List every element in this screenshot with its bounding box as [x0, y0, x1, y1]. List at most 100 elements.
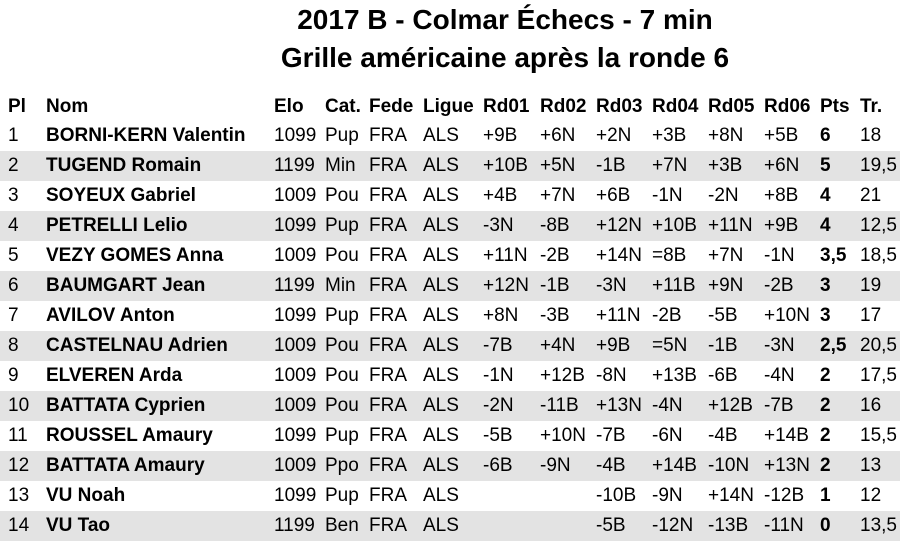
table-cell: ROUSSEL Amaury [46, 425, 213, 446]
table-cell: +6N [540, 125, 576, 146]
table-cell: -13B [708, 515, 749, 536]
table-cell: -1B [540, 275, 570, 296]
table-cell: +3B [652, 125, 687, 146]
table-cell: +9B [596, 335, 631, 356]
table-cell: 1 [820, 485, 831, 506]
table-cell: 0 [820, 515, 831, 536]
table-cell: 11 [8, 425, 28, 446]
table-cell: -8N [596, 365, 627, 386]
table-cell: ALS [423, 215, 459, 236]
table-cell: 1199 [274, 515, 315, 536]
table-cell: Pou [325, 245, 359, 266]
table-cell: -6B [708, 365, 738, 386]
table-cell: 7 [8, 305, 19, 326]
column-header: Rd01 [483, 96, 530, 117]
table-cell: +11B [652, 275, 696, 296]
table-cell: +9B [764, 215, 799, 236]
table-cell: ALS [423, 245, 459, 266]
table-cell: 2 [820, 395, 831, 416]
table-cell: FRA [369, 245, 407, 266]
table-cell: -3N [483, 215, 514, 236]
table-cell: 10 [8, 395, 30, 416]
table-cell: CASTELNAU Adrien [46, 335, 228, 356]
table-cell: -1B [596, 155, 626, 176]
table-cell: 6 [8, 275, 19, 296]
table-cell: +14B [764, 425, 809, 446]
table-cell: Pou [325, 395, 359, 416]
table-row: 11 ROUSSEL Amaury 1099 Pup FRA ALS -5B +10N -7B -… [0, 421, 900, 451]
table-cell: 20,5 [860, 335, 897, 356]
table-cell: 17 [860, 305, 882, 326]
table-cell: VEZY GOMES Anna [46, 245, 224, 266]
table-cell: -12N [652, 515, 694, 536]
table-cell: FRA [369, 305, 407, 326]
table-cell: ALS [423, 125, 459, 146]
table-cell: 1009 [274, 335, 317, 356]
table-cell: +14N [596, 245, 642, 266]
table-cell: 19 [860, 275, 882, 296]
table-cell: ALS [423, 485, 459, 506]
table-cell: PETRELLI Lelio [46, 215, 188, 236]
table-cell: 13 [8, 485, 30, 506]
table-cell: 21 [860, 185, 882, 206]
table-cell: 1199 [274, 275, 315, 296]
table-cell: +2N [596, 125, 632, 146]
header-row: Pl Nom Elo Cat. Fede Ligue Rd01 Rd02 Rd03 Rd04 Rd0… [0, 92, 900, 122]
table-cell: +12B [540, 365, 585, 386]
table-cell: -3B [540, 305, 570, 326]
table-cell: FRA [369, 155, 407, 176]
table-cell: 1009 [274, 365, 317, 386]
table-cell: ALS [423, 395, 459, 416]
table-cell: Pup [325, 425, 359, 446]
table-cell: ALS [423, 425, 459, 446]
title: 2017 B - Colmar Échecs - 7 min [297, 4, 713, 35]
table-cell: -6B [483, 455, 513, 476]
table-cell: Min [325, 275, 356, 296]
table-cell: 2 [820, 425, 831, 446]
table-cell: =8B [652, 245, 687, 266]
table-cell: +4B [483, 185, 518, 206]
column-header: Cat. [325, 96, 361, 117]
column-header: Pl [8, 96, 26, 117]
table-cell: +11N [483, 245, 528, 266]
table-cell: -7B [596, 425, 626, 446]
table-cell: FRA [369, 485, 407, 506]
table-row: 5 VEZY GOMES Anna 1009 Pou FRA ALS +11N -2B +14N… [0, 241, 900, 271]
table-cell: +7N [652, 155, 688, 176]
table-row: 2 TUGEND Romain 1199 Min FRA ALS +10B +5N -1B +7N… [0, 151, 900, 181]
table-cell: 1099 [274, 425, 317, 446]
table-cell: 14 [8, 515, 30, 536]
subtitle: Grille américaine après la ronde 6 [280, 42, 730, 73]
table-cell: 16 [860, 395, 882, 416]
table-cell: 17,5 [860, 365, 897, 386]
table-cell: Pou [325, 185, 359, 206]
table-cell: FRA [369, 275, 407, 296]
table-cell: 12 [860, 485, 882, 506]
table-cell: +10N [540, 425, 586, 446]
table-cell: FRA [369, 185, 407, 206]
table-row: 12 BATTATA Amaury 1009 Ppo FRA ALS -6B -9N -4B +1… [0, 451, 900, 481]
table-cell: 19,5 [860, 155, 897, 176]
table-cell: BATTATA Cyprien [46, 395, 206, 416]
table-cell: ALS [423, 455, 459, 476]
table-cell: 1099 [274, 485, 317, 506]
table-cell: 12,5 [860, 215, 897, 236]
table-cell: FRA [369, 215, 407, 236]
table-row: 7 AVILOV Anton 1099 Pup FRA ALS +8N -3B +11N -2B -… [0, 301, 900, 331]
table-cell: +5N [540, 155, 576, 176]
column-header: Rd06 [764, 96, 811, 117]
table-cell: -1N [652, 185, 683, 206]
table-cell: -1N [764, 245, 795, 266]
table-cell: FRA [369, 455, 407, 476]
table-cell: FRA [369, 335, 407, 356]
column-header: Tr. [860, 96, 883, 117]
table-cell: -10B [596, 485, 637, 506]
table-cell: Ppo [325, 455, 359, 476]
column-header: Rd04 [652, 96, 699, 117]
table-cell: FRA [369, 125, 407, 146]
table-cell: ALS [423, 515, 459, 536]
table-cell: ALS [423, 365, 459, 386]
table-cell: Pup [325, 125, 359, 146]
table-cell: BAUMGART Jean [46, 275, 206, 296]
table-cell: +11N [708, 215, 753, 236]
